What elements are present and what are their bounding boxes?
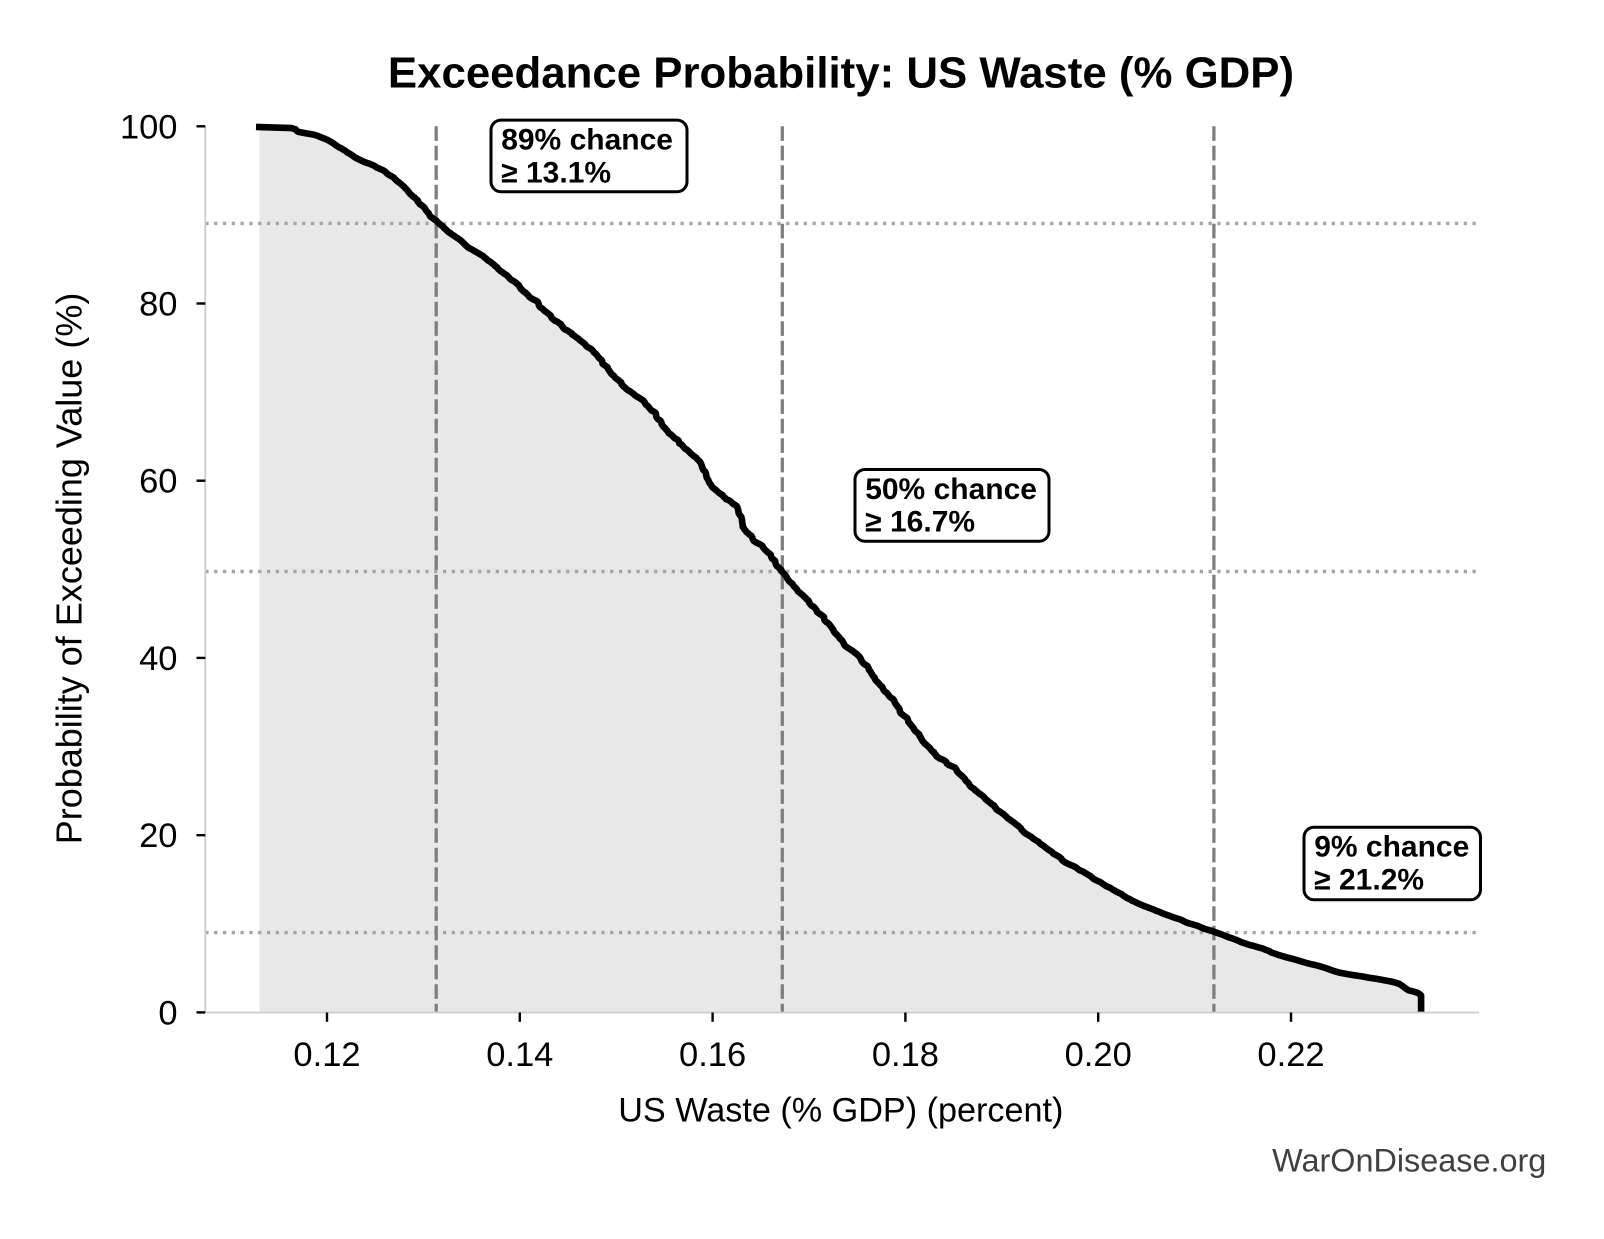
svg-text:0: 0 <box>158 994 177 1032</box>
svg-text:9% chance: 9% chance <box>1314 831 1469 864</box>
svg-text:≥ 16.7%: ≥ 16.7% <box>865 506 975 539</box>
svg-text:0.16: 0.16 <box>679 1036 746 1074</box>
svg-text:0.18: 0.18 <box>872 1036 939 1074</box>
svg-text:≥ 21.2%: ≥ 21.2% <box>1314 863 1424 896</box>
svg-text:Exceedance Probability: US Was: Exceedance Probability: US Waste (% GDP) <box>388 49 1294 98</box>
svg-text:40: 40 <box>139 640 177 678</box>
svg-text:100: 100 <box>120 108 178 146</box>
svg-text:20: 20 <box>139 817 177 855</box>
svg-text:Probability of Exceeding Value: Probability of Exceeding Value (%) <box>48 293 89 845</box>
svg-text:89% chance: 89% chance <box>501 124 673 157</box>
svg-text:60: 60 <box>139 463 177 501</box>
svg-text:0.20: 0.20 <box>1065 1036 1132 1074</box>
svg-text:US Waste (% GDP) (percent): US Waste (% GDP) (percent) <box>618 1092 1063 1130</box>
svg-text:80: 80 <box>139 286 177 324</box>
svg-text:WarOnDisease.org: WarOnDisease.org <box>1272 1143 1546 1179</box>
svg-text:≥ 13.1%: ≥ 13.1% <box>501 156 611 189</box>
svg-text:0.12: 0.12 <box>293 1036 360 1074</box>
svg-text:0.22: 0.22 <box>1257 1036 1324 1074</box>
svg-text:50% chance: 50% chance <box>865 473 1037 506</box>
svg-text:0.14: 0.14 <box>486 1036 553 1074</box>
